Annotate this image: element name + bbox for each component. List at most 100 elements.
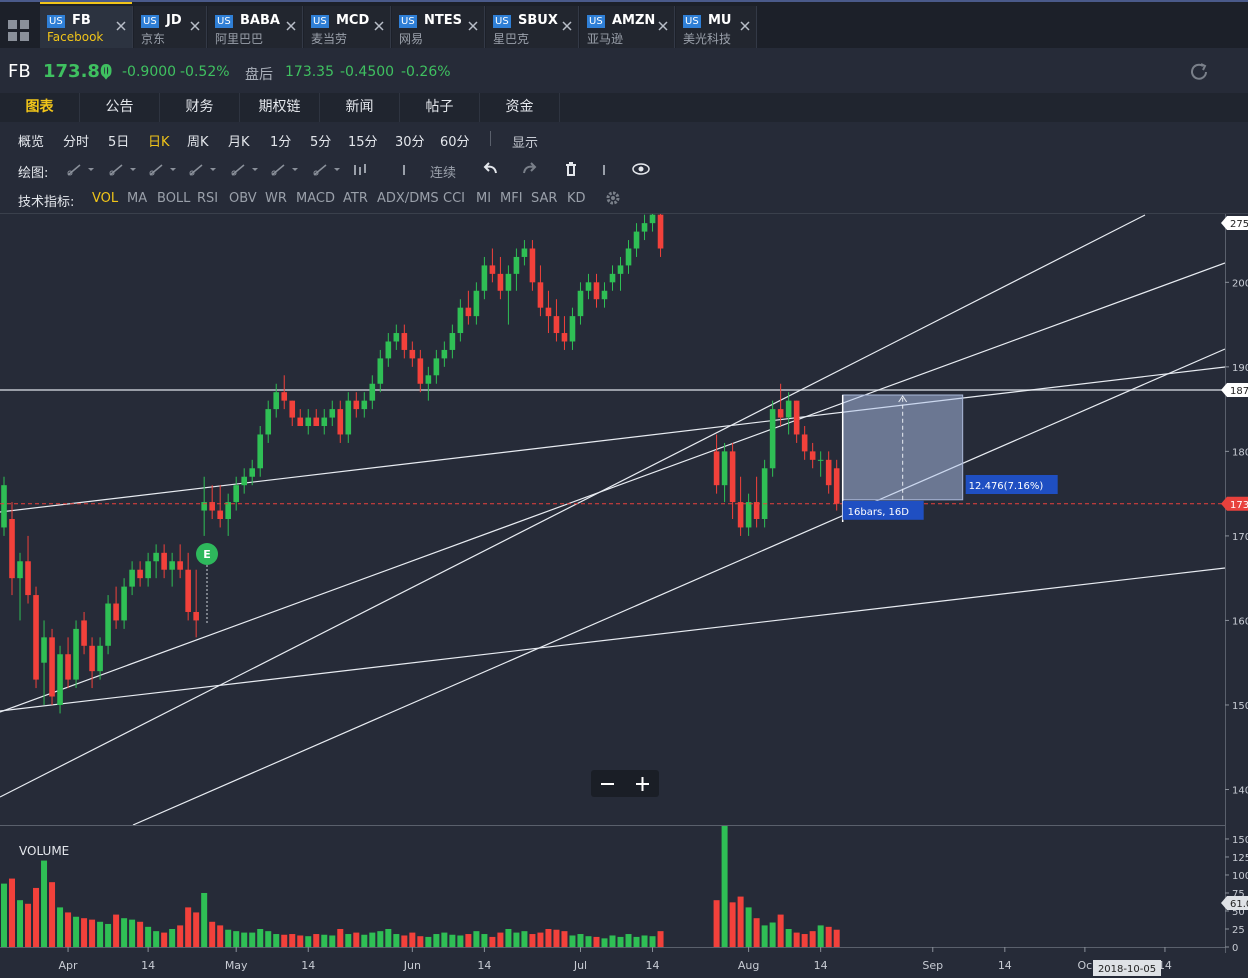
tab[interactable]: US BABA 阿里巴巴 [208,6,303,48]
draw-tool[interactable] [66,162,98,178]
indicator[interactable]: CCI [443,191,465,206]
candle-body [153,552,159,562]
close-icon[interactable] [374,16,384,31]
volume-bar [297,935,304,947]
indicator[interactable]: ATR [343,191,368,206]
indicator[interactable]: BOLL [157,191,191,206]
indicator[interactable]: SAR [531,191,558,206]
tool-icon[interactable] [632,161,650,177]
candle-body [473,290,480,317]
candle-body [201,502,207,511]
volume-bar [137,921,144,947]
indicator[interactable]: MACD [296,191,335,206]
draw-tool[interactable] [312,162,344,178]
price-tag-label: 275 [1230,219,1248,230]
menu-tab[interactable]: 新闻 [320,93,400,122]
indicator[interactable]: VOL [92,191,119,206]
volume-bar [161,932,168,947]
indicator[interactable]: OBV [229,191,257,206]
candle-body [321,417,328,427]
period-bar: 概览 分时 5日 日K 周K 月K 1分 5分 15分 30分 60分 显示 [0,122,1248,155]
settings-icon[interactable] [605,190,621,206]
period[interactable]: 月K [228,135,250,150]
volume-bar [793,932,800,947]
draw-tool[interactable] [230,162,262,178]
menu-tab[interactable]: 期权链 [240,93,320,122]
candle-body [17,561,23,579]
display-menu[interactable]: 显示 [512,136,539,151]
candle-body [81,620,87,646]
period[interactable]: 1分 [270,135,292,150]
tab[interactable]: US NTES 网易 [392,6,485,48]
volume-tag-label: 61.0 [1230,899,1248,910]
tool-icon[interactable] [352,162,368,178]
candle-body [73,628,79,680]
candle-body [217,510,223,519]
volume-bar [713,900,720,947]
period[interactable]: 分时 [63,135,90,150]
candle-body [577,290,584,317]
period[interactable]: 日K [148,135,170,150]
tab[interactable]: US MCD 麦当劳 [304,6,391,48]
tool-icon[interactable] [603,162,619,178]
menu-tab[interactable]: 资金 [480,93,560,122]
volume-bar [225,929,232,947]
tab[interactable]: US SBUX 星巴克 [486,6,579,48]
tab[interactable]: US MU 美光科技 [676,6,757,48]
indicator[interactable]: KD [567,191,586,206]
indicator[interactable]: MA [127,191,148,206]
close-icon[interactable] [562,16,572,31]
draw-tool[interactable] [108,162,140,178]
menu-tab[interactable]: 图表 [0,93,80,122]
grid-icon[interactable] [0,2,38,48]
volume-bar [89,919,96,947]
tab-symbol: MU [708,13,732,28]
tab[interactable]: US AMZN 亚马逊 [580,6,675,48]
draw-tool[interactable] [148,162,180,178]
period[interactable]: 30分 [395,135,425,150]
volume-bar [65,912,72,947]
indicator[interactable]: MFI [500,191,523,206]
indicator[interactable]: RSI [197,191,219,206]
tool-icon[interactable] [563,161,581,177]
period[interactable]: 5分 [310,135,332,150]
continuous-toggle[interactable]: 连续 [430,166,457,181]
indicator[interactable]: WR [265,191,287,206]
indicator[interactable]: MI [476,191,492,206]
period[interactable]: 5日 [108,135,130,150]
period[interactable]: 15分 [348,135,378,150]
zoom-control[interactable] [591,770,659,797]
menu-tab[interactable]: 公告 [80,93,160,122]
menu-tab[interactable]: 帖子 [400,93,480,122]
measure-bars-label: 16bars, 16D [848,507,910,518]
close-icon[interactable] [286,16,296,31]
draw-tool[interactable] [270,162,302,178]
close-icon[interactable] [468,16,478,31]
volume-bar [385,928,392,947]
menu-tab[interactable]: 财务 [160,93,240,122]
candle-body [441,349,448,359]
candle-body [585,282,592,291]
period[interactable]: 60分 [440,135,470,150]
volume-bar [617,936,624,947]
tab[interactable]: US JD 京东 [134,6,207,48]
draw-tool[interactable] [188,162,220,178]
volume-bar [105,923,112,947]
price-tag-label: 187 [1230,386,1248,397]
tab-symbol: FB [72,13,91,28]
tab[interactable]: US FB Facebook [40,2,133,48]
tool-icon[interactable] [403,162,419,178]
volume-bar [497,932,504,947]
refresh-icon[interactable] [1188,61,1210,83]
volume-bar [97,921,104,947]
close-icon[interactable] [658,16,668,31]
tool-icon[interactable] [522,161,540,177]
close-icon[interactable] [116,16,126,31]
tool-icon[interactable] [482,161,500,177]
candle-body [601,290,608,300]
close-icon[interactable] [190,16,200,31]
close-icon[interactable] [740,16,750,31]
period[interactable]: 周K [187,135,209,150]
period[interactable]: 概览 [18,135,45,150]
indicator[interactable]: ADX/DMS [377,191,439,206]
